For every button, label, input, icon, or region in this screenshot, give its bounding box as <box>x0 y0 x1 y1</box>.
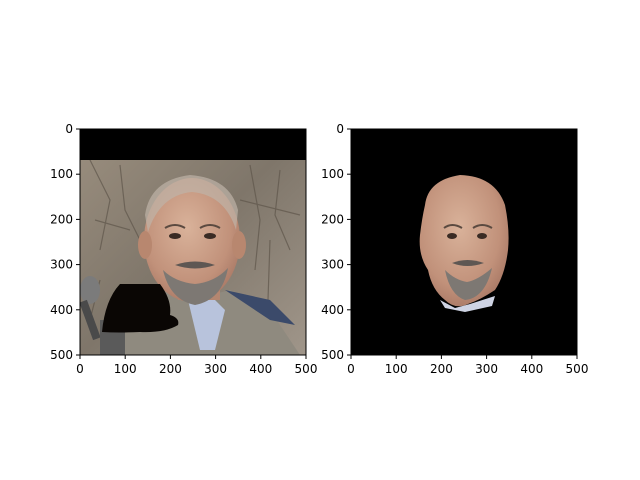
eye-right <box>204 233 216 239</box>
ear-left <box>138 231 152 259</box>
left-x-tick-label-1: 100 <box>114 362 137 376</box>
right-x-tick-label-2: 200 <box>430 362 453 376</box>
right-x-ticks: 0 100 200 300 400 500 <box>347 355 588 376</box>
left-y-ticks: 0 100 200 300 400 500 <box>50 122 80 362</box>
left-x-tick-label-5: 500 <box>295 362 318 376</box>
right-y-tick-label-3: 300 <box>321 258 344 272</box>
eye-left <box>169 233 181 239</box>
right-y-ticks: 0 100 200 300 400 500 <box>321 122 351 362</box>
left-image <box>80 129 306 355</box>
segmented-shirt-bit <box>440 296 495 312</box>
head <box>144 178 240 302</box>
right-image <box>351 129 577 355</box>
left-y-tick-label-1: 100 <box>50 167 73 181</box>
left-x-tick-label-2: 200 <box>159 362 182 376</box>
right-x-tick-label-5: 500 <box>566 362 589 376</box>
left-y-tick-label-2: 200 <box>50 212 73 226</box>
left-x-ticks: 0 100 200 300 400 500 <box>76 355 317 376</box>
segmented-beard <box>445 268 492 300</box>
right-y-tick-label-0: 0 <box>336 122 344 136</box>
right-x-tick-label-4: 400 <box>520 362 543 376</box>
shirt <box>188 295 225 350</box>
occlusion-patch <box>102 284 179 333</box>
top-black-band <box>80 129 306 160</box>
beard <box>163 268 228 305</box>
right-x-tick-label-0: 0 <box>347 362 355 376</box>
mustache <box>175 261 215 269</box>
right-y-tick-label-2: 200 <box>321 212 344 226</box>
left-subplot: 0 100 200 300 400 500 0 100 200 300 400 500 <box>50 122 317 376</box>
segmented-mustache <box>452 260 484 266</box>
left-x-tick-label-4: 400 <box>249 362 272 376</box>
segmented-eye-left <box>447 233 457 239</box>
right-y-tick-label-1: 100 <box>321 167 344 181</box>
left-y-tick-label-4: 400 <box>50 303 73 317</box>
right-axes-frame <box>350 128 578 356</box>
hair-side <box>145 175 238 232</box>
left-x-tick-label-0: 0 <box>76 362 84 376</box>
segmented-brow-right <box>472 224 493 229</box>
left-y-tick-label-3: 300 <box>50 258 73 272</box>
right-x-tick-label-1: 100 <box>385 362 408 376</box>
left-y-tick-label-0: 0 <box>65 122 73 136</box>
brow-right <box>199 224 221 229</box>
left-y-tick-label-5: 500 <box>50 348 73 362</box>
brow-left <box>164 224 186 229</box>
right-y-tick-label-5: 500 <box>321 348 344 362</box>
right-y-tick-label-4: 400 <box>321 303 344 317</box>
segmented-brow-left <box>443 224 463 229</box>
left-axes-frame <box>79 128 307 356</box>
ear-right <box>232 231 246 259</box>
segmented-eye-right <box>477 233 487 239</box>
right-subplot: 0 100 200 300 400 500 0 100 200 300 400 500 <box>321 122 588 376</box>
right-x-tick-label-3: 300 <box>475 362 498 376</box>
coat-collar-dark <box>225 290 295 325</box>
left-x-tick-label-3: 300 <box>204 362 227 376</box>
